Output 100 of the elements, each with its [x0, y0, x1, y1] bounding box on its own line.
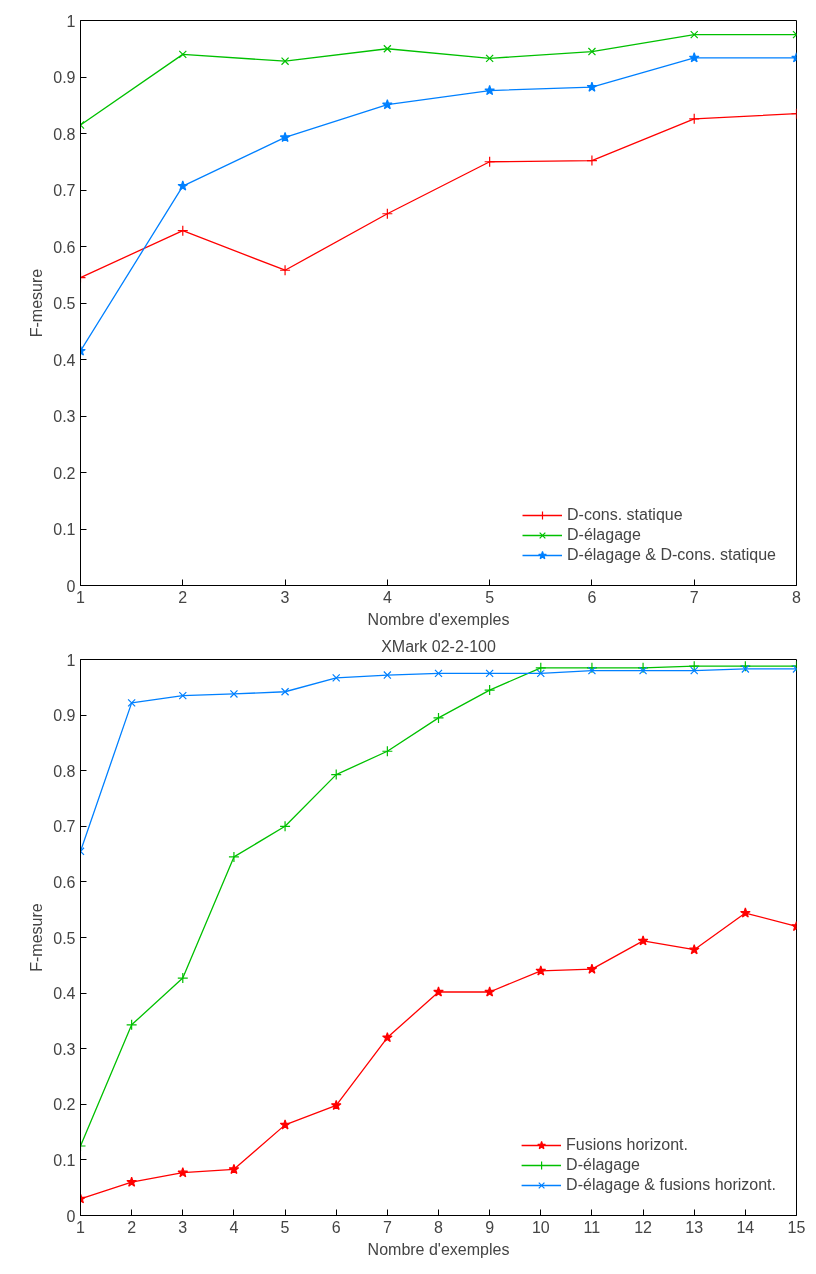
point	[177, 225, 189, 237]
y-tick-label: 0.7	[53, 818, 76, 836]
x-tick-label: 6	[587, 588, 597, 606]
y-axis-title: F-mesure	[28, 903, 46, 972]
legend-label: D-élagage	[567, 526, 641, 544]
point	[485, 54, 494, 63]
point	[434, 669, 443, 678]
point	[381, 208, 393, 220]
point	[330, 768, 342, 781]
point	[228, 1163, 240, 1174]
y-tick-label: 0	[66, 577, 76, 595]
point	[739, 660, 751, 672]
point	[536, 669, 545, 678]
point	[688, 944, 700, 955]
y-tick-label: 0.5	[53, 295, 76, 312]
y-tick-label: 0	[66, 1207, 76, 1225]
legend-label: D-élagage & fusions horizont.	[566, 1176, 776, 1194]
point	[587, 47, 597, 56]
y-tick-label: 1	[66, 12, 76, 30]
y-tick-label: 0.4	[53, 351, 76, 369]
point	[586, 963, 598, 974]
y-tick-label: 0.3	[53, 408, 76, 425]
x-tick-label: 11	[583, 1218, 601, 1236]
point	[586, 662, 598, 674]
x-tick-label: 5	[485, 588, 495, 606]
x-tick-label: 6	[331, 1218, 341, 1236]
point	[688, 52, 700, 63]
x-axis-title: Nombre d'exemples	[367, 610, 510, 628]
y-tick-label: 0.2	[53, 1096, 76, 1114]
point	[740, 907, 751, 918]
point	[279, 264, 291, 276]
point	[484, 156, 496, 168]
x-axis-title: Nombre d'exemples	[367, 1240, 510, 1258]
y-tick-label: 0.5	[53, 929, 76, 947]
x-tick-label: 14	[736, 1218, 755, 1236]
y-tick-label: 0.6	[53, 238, 76, 256]
y-tick-label: 0.4	[53, 985, 76, 1003]
point	[586, 155, 598, 167]
x-tick-label: 7	[382, 1218, 392, 1236]
point	[535, 662, 547, 674]
point	[484, 684, 496, 696]
point	[126, 1019, 138, 1031]
point	[126, 1176, 137, 1187]
legend-label: D-cons. statique	[567, 506, 683, 524]
y-tick-label: 0.6	[53, 873, 76, 891]
y-tick-label: 0.1	[53, 1151, 76, 1169]
point	[741, 664, 750, 674]
point	[688, 113, 700, 125]
y-tick-label: 0.9	[53, 707, 76, 725]
y-tick-label: 0.1	[53, 521, 76, 538]
point	[228, 851, 240, 863]
point	[127, 698, 136, 707]
point	[690, 30, 699, 39]
y-tick-label: 0.8	[53, 125, 76, 143]
point	[484, 84, 495, 96]
point	[330, 1099, 342, 1111]
y-tick-label: 0.3	[53, 1040, 76, 1058]
point	[279, 820, 291, 832]
point	[586, 81, 598, 92]
y-axis-title: F-mesure	[28, 268, 46, 338]
point	[637, 935, 649, 946]
point	[279, 1119, 291, 1130]
y-tick-label: 0.8	[53, 762, 76, 780]
y-tick-label: 0.2	[53, 464, 76, 482]
point	[280, 687, 290, 696]
point	[381, 745, 393, 757]
point	[178, 691, 187, 700]
x-tick-label: 2	[127, 1218, 137, 1236]
x-tick-label: 10	[531, 1218, 550, 1236]
point	[535, 965, 547, 976]
x-tick-label: 3	[280, 588, 290, 606]
x-tick-label: 15	[787, 1218, 806, 1236]
y-tick-label: 1	[66, 651, 76, 669]
point	[432, 712, 445, 724]
point	[690, 666, 699, 675]
x-tick-label: 7	[689, 588, 699, 606]
y-tick-label: 0.9	[53, 69, 76, 86]
x-tick-label: 8	[434, 1218, 444, 1236]
point	[638, 666, 648, 675]
point	[178, 50, 187, 59]
point	[383, 670, 392, 680]
point	[433, 986, 444, 997]
x-tick-label: 4	[229, 1218, 239, 1236]
point	[177, 1167, 189, 1178]
x-tick-label: 8	[792, 588, 802, 606]
point	[280, 57, 290, 66]
point	[587, 666, 597, 675]
point	[229, 689, 239, 699]
point	[279, 131, 291, 143]
point	[177, 180, 189, 191]
legend-label: Fusions horizont.	[566, 1136, 688, 1154]
x-tick-label: 5	[280, 1218, 290, 1236]
x-tick-label: 9	[485, 1218, 495, 1236]
point	[382, 1031, 393, 1043]
x-tick-label: 13	[685, 1218, 704, 1236]
chart-title: XMark 02-2-100	[381, 637, 496, 655]
point	[637, 662, 649, 674]
point	[382, 99, 393, 110]
legend-label: D-élagage & D-cons. statique	[567, 546, 776, 564]
point	[332, 673, 341, 682]
